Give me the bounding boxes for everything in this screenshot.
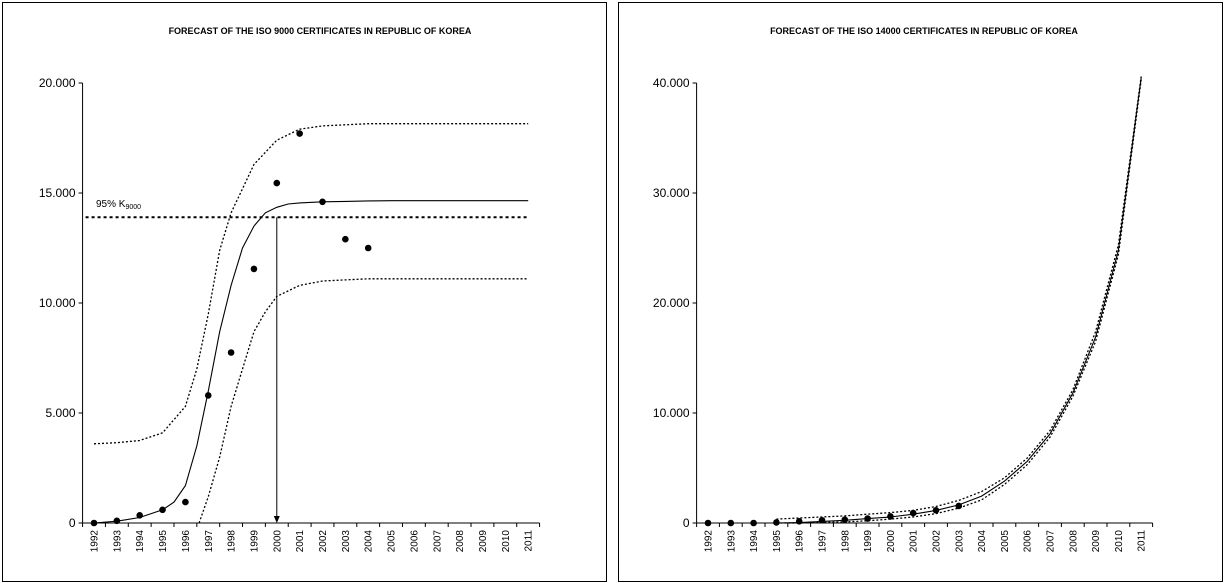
x-tick-label: 1995 xyxy=(158,530,169,553)
x-tick-label: 2011 xyxy=(524,530,535,552)
x-tick-label: 2004 xyxy=(977,530,988,553)
x-tick-label: 2011 xyxy=(1137,530,1148,552)
x-tick-label: 1992 xyxy=(90,530,101,553)
y-tick-label: 0 xyxy=(69,516,76,530)
x-tick-label: 1997 xyxy=(818,530,829,553)
chart-iso9000: FORECAST OF THE ISO 9000 CERTIFICATES IN… xyxy=(39,26,541,553)
x-tick-label: 2006 xyxy=(409,530,420,553)
observed-point xyxy=(773,519,780,526)
arrow-head xyxy=(273,516,280,523)
x-tick-label: 1993 xyxy=(112,530,123,553)
x-tick-label: 2007 xyxy=(1046,530,1057,553)
observed-point xyxy=(136,512,143,519)
x-tick-label: 2008 xyxy=(1068,530,1079,553)
observed-point xyxy=(182,498,189,506)
x-tick-label: 2010 xyxy=(1114,530,1125,553)
y-tick-label: 10.000 xyxy=(653,406,690,420)
x-tick-label: 2002 xyxy=(318,530,329,553)
observed-point xyxy=(227,349,235,356)
y-tick-label: 0 xyxy=(683,516,690,530)
observed-point xyxy=(159,506,166,514)
y-tick-label: 40.000 xyxy=(653,76,690,90)
chart-title: FORECAST OF THE ISO 14000 CERTIFICATES I… xyxy=(770,26,1078,36)
x-tick-label: 2000 xyxy=(272,530,283,553)
observed-point xyxy=(795,518,803,525)
y-tick-label: 30.000 xyxy=(653,186,690,200)
y-tick-label: 20.000 xyxy=(39,76,76,90)
x-tick-label: 1993 xyxy=(726,530,737,553)
chart-iso14000: FORECAST OF THE ISO 14000 CERTIFICATES I… xyxy=(653,26,1154,553)
observed-point xyxy=(319,198,326,206)
x-tick-label: 2003 xyxy=(341,530,352,553)
lower-band-line xyxy=(198,278,529,524)
x-tick-label: 2008 xyxy=(455,530,466,553)
observed-point xyxy=(818,516,826,524)
x-tick-label: 2004 xyxy=(364,530,375,553)
x-tick-label: 1996 xyxy=(181,530,192,553)
x-tick-label: 2009 xyxy=(1091,530,1102,553)
x-tick-label: 2007 xyxy=(432,530,443,553)
x-tick-label: 1992 xyxy=(704,530,715,553)
chart-iso9000-panel: FORECAST OF THE ISO 9000 CERTIFICATES IN… xyxy=(2,2,607,582)
observed-point xyxy=(364,244,372,252)
x-tick-label: 1997 xyxy=(204,530,215,553)
x-tick-label: 2010 xyxy=(501,530,512,553)
x-tick-label: 2006 xyxy=(1023,530,1034,553)
observed-point xyxy=(296,130,303,137)
x-tick-label: 2002 xyxy=(932,530,943,553)
y-tick-label: 15.000 xyxy=(39,186,76,200)
observed-point xyxy=(955,502,963,510)
observed-point xyxy=(113,517,121,525)
upper-band-line xyxy=(93,123,529,445)
y-tick-label: 20.000 xyxy=(653,296,690,310)
x-tick-label: 1994 xyxy=(749,530,760,553)
x-tick-label: 2000 xyxy=(886,530,897,553)
x-tick-label: 1998 xyxy=(840,530,851,553)
observed-point xyxy=(273,179,281,187)
observed-point xyxy=(342,235,349,243)
x-tick-label: 2003 xyxy=(954,530,965,553)
x-tick-label: 1994 xyxy=(135,530,146,553)
observed-point xyxy=(887,513,894,520)
observed-point xyxy=(250,265,258,273)
observed-point xyxy=(204,392,212,399)
chart-iso14000-panel: FORECAST OF THE ISO 14000 CERTIFICATES I… xyxy=(618,2,1223,582)
lower-band-line xyxy=(776,79,1142,524)
x-tick-label: 1995 xyxy=(772,530,783,553)
observed-point xyxy=(750,519,757,527)
observed-point xyxy=(90,519,98,527)
y-tick-label: 10.000 xyxy=(39,296,76,310)
x-tick-label: 2001 xyxy=(909,530,920,553)
x-tick-label: 1999 xyxy=(863,530,874,553)
x-tick-label: 1998 xyxy=(227,530,238,553)
observed-point xyxy=(932,507,940,514)
observed-point xyxy=(727,519,735,527)
k95-label: 95% K9000 xyxy=(96,199,141,211)
x-tick-label: 2005 xyxy=(1000,530,1011,553)
x-tick-label: 1999 xyxy=(249,530,260,553)
fitted-curve xyxy=(776,77,1142,524)
fitted-curve xyxy=(93,200,529,524)
chart-title: FORECAST OF THE ISO 9000 CERTIFICATES IN… xyxy=(169,26,472,36)
observed-point xyxy=(704,519,712,527)
x-tick-label: 2005 xyxy=(387,530,398,553)
upper-band-line xyxy=(776,76,1142,520)
y-tick-label: 5.000 xyxy=(46,406,76,420)
observed-point xyxy=(864,515,871,522)
observed-point xyxy=(841,516,849,523)
x-tick-label: 2001 xyxy=(295,530,306,553)
observed-point xyxy=(909,509,917,517)
x-tick-label: 2009 xyxy=(478,530,489,553)
x-tick-label: 1996 xyxy=(795,530,806,553)
